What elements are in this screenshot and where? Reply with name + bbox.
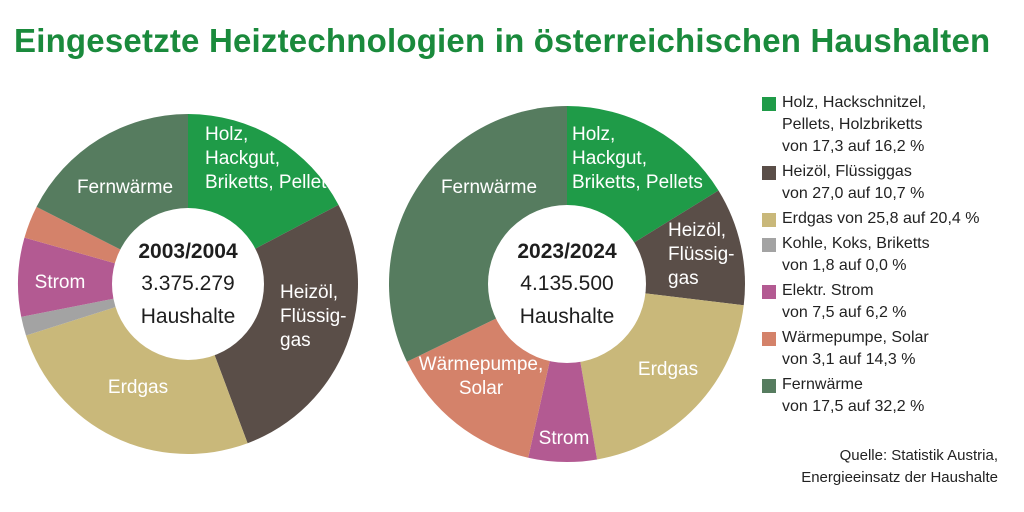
- slice-label: Heizöl, Flüssig-gas: [668, 220, 735, 289]
- legend-label: Fernwärme: [782, 376, 863, 393]
- legend-swatch: [762, 213, 776, 227]
- legend-label: Heizöl, Flüssiggas: [782, 163, 912, 180]
- slice-strom: [17, 237, 189, 317]
- legend-label: Kohle, Koks, Briketts: [782, 235, 930, 252]
- source-note: Quelle: Statistik Austria, Energieeinsat…: [801, 445, 998, 489]
- legend-label: Pellets, Holzbriketts: [782, 116, 923, 133]
- legend-label: Holz, Hackschnitzel,: [782, 94, 927, 111]
- center-unit: Haushalte: [141, 305, 236, 328]
- donut-chart-2023: Holz, Hackgut, Briketts, Pellets Heizöl, Flü…: [388, 106, 745, 463]
- slice-label: Strom: [539, 428, 590, 449]
- legend-label: von 17,3 auf 16,2 %: [782, 138, 925, 155]
- legend-swatch: [762, 166, 776, 180]
- slice-label: Erdgas: [638, 359, 698, 380]
- slice-label: Heizöl, Flüssig-gas: [280, 282, 347, 351]
- slice-label: Holz, Hackgut, Briketts, Pellets: [572, 124, 703, 193]
- center-year: 2023/2024: [517, 240, 617, 263]
- slice-label: Holz, Hackgut, Briketts, Pellets: [205, 124, 336, 193]
- donut-hole: [488, 205, 646, 363]
- legend-label: von 7,5 auf 6,2 %: [782, 304, 907, 321]
- donut-hole: [112, 208, 264, 360]
- center-count: 3.375.279: [141, 272, 234, 295]
- donut-chart-2003: Holz, Hackgut, Briketts, Pellets Heizöl, Flü…: [17, 114, 358, 454]
- legend-label: Elektr. Strom: [782, 282, 874, 299]
- legend-item-waermepumpe: Wärmepumpe, Solar von 3,1 auf 14,3 %: [762, 327, 1020, 371]
- center-unit: Haushalte: [520, 305, 615, 328]
- slice-label: Strom: [35, 272, 86, 293]
- center-count: 4.135.500: [520, 272, 613, 295]
- legend-label: von 27,0 auf 10,7 %: [782, 185, 925, 202]
- legend-item-holz: Holz, Hackschnitzel, Pellets, Holzbriket…: [762, 92, 1020, 158]
- slice-label: Fernwärme: [77, 177, 173, 198]
- legend-item-heizoel: Heizöl, Flüssiggas von 27,0 auf 10,7 %: [762, 161, 1020, 205]
- chart-title: Eingesetzte Heiztechnologien in österrei…: [14, 22, 991, 59]
- legend-item-erdgas: Erdgas von 25,8 auf 20,4 %: [762, 208, 1020, 230]
- legend-label: von 3,1 auf 14,3 %: [782, 351, 916, 368]
- source-line: Quelle: Statistik Austria,: [839, 447, 998, 464]
- donut-charts: Holz, Hackgut, Briketts, Pellets Heizöl, Flü…: [17, 106, 745, 463]
- center-year: 2003/2004: [138, 240, 238, 263]
- legend-swatch: [762, 332, 776, 346]
- slice-strom: [528, 284, 598, 463]
- legend-label: von 1,8 auf 0,0 %: [782, 257, 907, 274]
- slice-label: Erdgas: [108, 377, 168, 398]
- slice-label: Fernwärme: [441, 177, 537, 198]
- legend-item-kohle: Kohle, Koks, Briketts von 1,8 auf 0,0 %: [762, 233, 1020, 277]
- legend-item-strom: Elektr. Strom von 7,5 auf 6,2 %: [762, 280, 1020, 324]
- legend-swatch: [762, 238, 776, 252]
- legend: Holz, Hackschnitzel, Pellets, Holzbriket…: [762, 92, 1020, 421]
- legend-swatch: [762, 97, 776, 111]
- legend-swatch: [762, 379, 776, 393]
- slice-label: Wärmepumpe, Solar: [419, 354, 544, 399]
- legend-item-fernwaerme: Fernwärme von 17,5 auf 32,2 %: [762, 374, 1020, 418]
- legend-label: Erdgas von 25,8 auf 20,4 %: [782, 210, 980, 227]
- legend-label: von 17,5 auf 32,2 %: [782, 398, 925, 415]
- source-line: Energieeinsatz der Haushalte: [801, 469, 998, 486]
- legend-label: Wärmepumpe, Solar: [782, 329, 929, 346]
- legend-swatch: [762, 285, 776, 299]
